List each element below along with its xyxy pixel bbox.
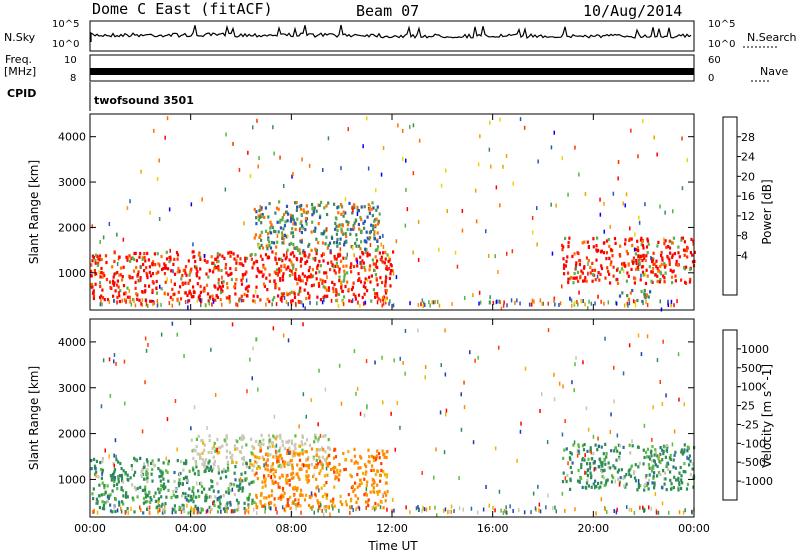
power-colorbar-tick-0: 28 bbox=[741, 131, 755, 144]
velocity-xtick-3: 12:00 bbox=[376, 522, 408, 535]
nsearch-tick-bottom: 10^0 bbox=[708, 39, 736, 50]
nsky-tick-bottom: 10^0 bbox=[52, 39, 80, 50]
velocity-region-3 bbox=[561, 442, 696, 492]
station-title: Dome C East (fitACF) bbox=[92, 0, 273, 18]
velocity-xtick-2: 08:00 bbox=[275, 522, 307, 535]
velocity-colorbar-tick-6: -500 bbox=[741, 456, 766, 469]
cpid-value: twofsound 3501 bbox=[94, 94, 194, 107]
velocity-colorbar-label: Velocity [m s^-1] bbox=[760, 364, 774, 468]
velocity-frame bbox=[89, 318, 695, 518]
power-colorbar-tick-4: 12 bbox=[741, 210, 755, 223]
power-ytick-0: 1000 bbox=[58, 267, 86, 280]
velocity-region-2 bbox=[253, 447, 389, 511]
power-ylabel: Slant Range [km] bbox=[27, 160, 41, 264]
velocity-sparse-echoes bbox=[95, 321, 688, 518]
power-colorbar-tick-2: 20 bbox=[741, 170, 755, 183]
beam-label: Beam 07 bbox=[356, 2, 420, 20]
freq-tick-top: 10 bbox=[64, 55, 77, 66]
velocity-ytick-2: 3000 bbox=[58, 382, 86, 395]
power-ytick-1: 2000 bbox=[58, 221, 86, 234]
power-panel: 1000 2000 3000 4000 bbox=[58, 113, 696, 312]
freq-label-2: [MHz] bbox=[4, 65, 37, 78]
power-colorbar-tick-3: 16 bbox=[741, 190, 755, 203]
velocity-xtick-1: 04:00 bbox=[175, 522, 207, 535]
power-ytick-2: 3000 bbox=[58, 176, 86, 189]
nave-tick-bottom: 0 bbox=[708, 73, 715, 84]
velocity-near-range bbox=[92, 505, 695, 515]
velocity-ytick-0: 1000 bbox=[58, 473, 86, 486]
velocity-ytick-3: 4000 bbox=[58, 336, 86, 349]
power-region-1 bbox=[253, 200, 382, 254]
power-colorbar: 28 24 20 16 12 8 4 bbox=[722, 116, 755, 296]
power-colorbar-tick-5: 8 bbox=[741, 230, 748, 243]
velocity-xtick-6: 00:00 bbox=[678, 522, 710, 535]
nave-tick-top: 60 bbox=[708, 55, 721, 66]
velocity-colorbar-tick-7: -1000 bbox=[741, 475, 773, 488]
velocity-colorbar-tick-1: 500 bbox=[741, 362, 762, 375]
nave-label: Nave bbox=[760, 65, 789, 78]
cpid-label: CPID bbox=[7, 87, 37, 100]
nsky-panel bbox=[89, 20, 695, 52]
power-ytick-3: 4000 bbox=[58, 131, 86, 144]
freq-label-1: Freq. bbox=[5, 53, 33, 66]
velocity-xtick-5: 20:00 bbox=[577, 522, 609, 535]
nsearch-tick-top: 10^5 bbox=[708, 19, 736, 30]
velocity-ylabel: Slant Range [km] bbox=[27, 366, 41, 470]
power-region-0 bbox=[90, 250, 395, 304]
nsearch-label: N.Search bbox=[747, 31, 797, 44]
power-near-range bbox=[99, 298, 678, 308]
power-region-3 bbox=[618, 288, 652, 304]
velocity-colorbar-tick-0: 1000 bbox=[741, 343, 769, 356]
velocity-colorbar-tick-2: 100 bbox=[741, 381, 762, 394]
velocity-colorbar-tick-4: -25 bbox=[741, 418, 759, 431]
time-axis-label: Time UT bbox=[367, 539, 418, 553]
power-colorbar-tick-6: 4 bbox=[741, 249, 748, 262]
power-colorbar-tick-1: 24 bbox=[741, 151, 755, 164]
velocity-colorbar: 1000 500 100 25 -25 -100 -500 -1000 bbox=[722, 329, 773, 501]
velocity-region-0 bbox=[90, 456, 256, 515]
velocity-colorbar-tick-5: -100 bbox=[741, 437, 766, 450]
date-label: 10/Aug/2014 bbox=[583, 2, 683, 20]
freq-band bbox=[90, 68, 694, 75]
velocity-xtick-4: 16:00 bbox=[477, 522, 509, 535]
power-sparse-echoes bbox=[91, 116, 689, 312]
velocity-colorbar-tick-3: 25 bbox=[741, 400, 755, 413]
velocity-xtick-0: 00:00 bbox=[74, 522, 106, 535]
power-region-2 bbox=[561, 236, 696, 286]
velocity-ytick-1: 2000 bbox=[58, 428, 86, 441]
freq-tick-bottom: 8 bbox=[70, 73, 77, 84]
freq-panel bbox=[89, 54, 695, 82]
nsky-label: N.Sky bbox=[4, 31, 36, 44]
power-frame bbox=[89, 113, 695, 311]
power-colorbar-label: Power [dB] bbox=[760, 179, 774, 244]
nsky-trace-line bbox=[90, 24, 692, 42]
nsky-tick-top: 10^5 bbox=[52, 19, 80, 30]
velocity-panel: 1000 2000 3000 4000 00:00 04:00 08:00 12:00 16:0… bbox=[58, 318, 710, 535]
